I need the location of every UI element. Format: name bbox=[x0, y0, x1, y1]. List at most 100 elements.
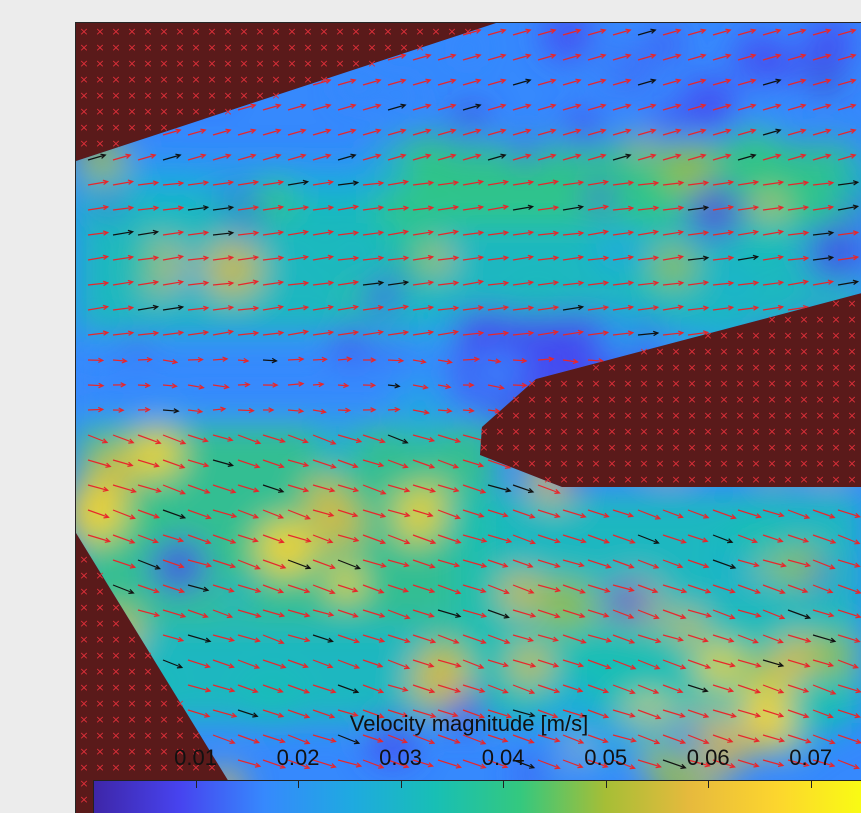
svg-text:×: × bbox=[351, 41, 360, 54]
svg-text:×: × bbox=[687, 393, 696, 406]
svg-text:×: × bbox=[143, 697, 152, 710]
svg-text:×: × bbox=[655, 473, 664, 486]
svg-text:×: × bbox=[655, 377, 664, 390]
svg-text:×: × bbox=[127, 649, 136, 662]
svg-text:×: × bbox=[623, 409, 632, 422]
svg-text:×: × bbox=[719, 345, 728, 358]
svg-text:×: × bbox=[639, 441, 648, 454]
svg-text:×: × bbox=[831, 329, 840, 342]
svg-text:×: × bbox=[79, 761, 88, 774]
svg-text:×: × bbox=[127, 633, 136, 646]
svg-text:×: × bbox=[799, 473, 808, 486]
svg-text:×: × bbox=[143, 649, 152, 662]
svg-text:×: × bbox=[655, 409, 664, 422]
svg-text:×: × bbox=[543, 393, 552, 406]
svg-text:×: × bbox=[767, 441, 776, 454]
svg-text:×: × bbox=[607, 457, 616, 470]
svg-text:×: × bbox=[111, 89, 120, 102]
svg-text:×: × bbox=[575, 457, 584, 470]
svg-text:×: × bbox=[623, 457, 632, 470]
svg-text:×: × bbox=[175, 89, 184, 102]
svg-text:×: × bbox=[559, 425, 568, 438]
svg-text:×: × bbox=[383, 25, 392, 38]
svg-text:×: × bbox=[239, 25, 248, 38]
svg-text:×: × bbox=[271, 25, 280, 38]
svg-text:×: × bbox=[591, 361, 600, 374]
svg-text:×: × bbox=[767, 345, 776, 358]
svg-text:×: × bbox=[799, 345, 808, 358]
svg-text:×: × bbox=[527, 457, 536, 470]
svg-text:×: × bbox=[95, 25, 104, 38]
svg-text:×: × bbox=[95, 761, 104, 774]
colorbar-tick-mark bbox=[196, 780, 197, 788]
svg-text:×: × bbox=[735, 329, 744, 342]
svg-text:×: × bbox=[575, 377, 584, 390]
svg-text:×: × bbox=[799, 361, 808, 374]
colorbar-tick-label: 0.03 bbox=[379, 745, 422, 771]
svg-text:×: × bbox=[143, 665, 152, 678]
svg-text:×: × bbox=[815, 377, 824, 390]
svg-text:×: × bbox=[127, 57, 136, 70]
colorbar-tick-label: 0.02 bbox=[277, 745, 320, 771]
svg-text:×: × bbox=[143, 73, 152, 86]
svg-text:×: × bbox=[767, 473, 776, 486]
svg-text:×: × bbox=[159, 761, 168, 774]
svg-text:×: × bbox=[719, 441, 728, 454]
svg-text:×: × bbox=[831, 313, 840, 326]
svg-text:×: × bbox=[847, 409, 856, 422]
svg-text:×: × bbox=[95, 633, 104, 646]
svg-text:×: × bbox=[527, 393, 536, 406]
svg-text:×: × bbox=[95, 89, 104, 102]
svg-text:×: × bbox=[95, 665, 104, 678]
svg-text:×: × bbox=[335, 25, 344, 38]
svg-text:×: × bbox=[95, 697, 104, 710]
svg-text:×: × bbox=[207, 89, 216, 102]
svg-text:×: × bbox=[703, 409, 712, 422]
svg-text:×: × bbox=[111, 73, 120, 86]
svg-text:×: × bbox=[207, 57, 216, 70]
svg-text:×: × bbox=[719, 457, 728, 470]
svg-text:×: × bbox=[815, 441, 824, 454]
svg-text:×: × bbox=[479, 425, 488, 438]
svg-text:×: × bbox=[159, 697, 168, 710]
svg-text:×: × bbox=[239, 57, 248, 70]
svg-text:×: × bbox=[751, 425, 760, 438]
svg-text:×: × bbox=[271, 73, 280, 86]
svg-text:×: × bbox=[671, 361, 680, 374]
svg-text:×: × bbox=[783, 345, 792, 358]
svg-text:×: × bbox=[127, 73, 136, 86]
svg-text:×: × bbox=[719, 425, 728, 438]
svg-text:×: × bbox=[111, 121, 120, 134]
svg-text:×: × bbox=[575, 473, 584, 486]
svg-text:×: × bbox=[79, 665, 88, 678]
svg-text:×: × bbox=[543, 377, 552, 390]
svg-text:×: × bbox=[79, 41, 88, 54]
svg-text:×: × bbox=[111, 761, 120, 774]
svg-text:×: × bbox=[671, 457, 680, 470]
svg-text:×: × bbox=[751, 361, 760, 374]
svg-text:×: × bbox=[671, 425, 680, 438]
svg-text:×: × bbox=[79, 633, 88, 646]
svg-text:×: × bbox=[799, 409, 808, 422]
svg-text:×: × bbox=[367, 25, 376, 38]
svg-text:×: × bbox=[95, 41, 104, 54]
svg-text:×: × bbox=[575, 425, 584, 438]
svg-text:×: × bbox=[95, 601, 104, 614]
svg-text:×: × bbox=[847, 425, 856, 438]
svg-text:×: × bbox=[703, 441, 712, 454]
svg-text:×: × bbox=[143, 25, 152, 38]
svg-text:×: × bbox=[591, 425, 600, 438]
svg-text:×: × bbox=[111, 665, 120, 678]
svg-text:×: × bbox=[111, 41, 120, 54]
svg-text:×: × bbox=[191, 89, 200, 102]
svg-text:×: × bbox=[287, 41, 296, 54]
svg-text:×: × bbox=[751, 457, 760, 470]
svg-text:×: × bbox=[95, 569, 104, 582]
svg-text:×: × bbox=[735, 457, 744, 470]
svg-text:×: × bbox=[95, 73, 104, 86]
svg-text:×: × bbox=[815, 345, 824, 358]
svg-text:×: × bbox=[815, 361, 824, 374]
svg-text:×: × bbox=[511, 425, 520, 438]
svg-text:×: × bbox=[95, 121, 104, 134]
svg-text:×: × bbox=[623, 473, 632, 486]
